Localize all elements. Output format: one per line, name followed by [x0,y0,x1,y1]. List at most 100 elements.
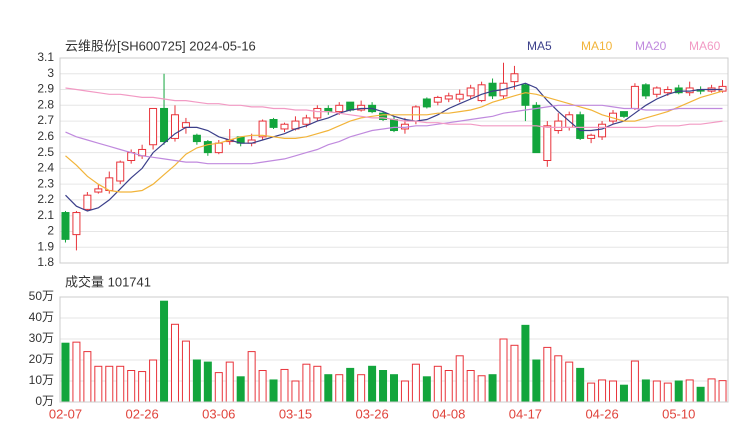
volume-bar [379,370,388,403]
candle-body [652,87,661,95]
y-tick-label: 2.7 [37,113,54,127]
candle-body [149,107,158,146]
candle-body [170,114,179,139]
y-tick-label: 3.1 [37,50,54,64]
candle-body [433,96,442,103]
ma-line [65,104,723,165]
volume-bar [455,355,464,403]
y-tick-label: 2.2 [37,192,54,206]
x-tick-label: 04-26 [585,406,618,421]
y-tick-label: 2.5 [37,145,54,159]
volume-bar [214,372,223,403]
candle-body [203,141,212,154]
candle-body [444,95,453,100]
volume-bar [674,380,683,403]
volume-bar [598,379,607,403]
y-tick-label: 1.8 [37,255,54,269]
x-tick-label: 04-17 [509,406,542,421]
candle-body [72,212,81,236]
volume-bar [554,355,563,403]
candle-body [269,119,278,128]
volume-bar [521,324,530,403]
y-tick-label: 2.4 [37,161,54,175]
volume-bar [192,359,201,403]
volume-bar [324,374,333,403]
volume-bar [641,379,650,403]
volume-bar [127,370,136,403]
candle-body [258,120,267,138]
volume-bar [313,365,322,403]
y-tick-label: 2.9 [37,82,54,96]
y-tick-label: 3 [47,66,54,80]
y-tick-label: 2.6 [37,129,54,143]
legend-label: MA20 [635,39,667,53]
candle-body [466,87,475,97]
y-tick-label: 2.8 [37,97,54,111]
volume-bar [411,363,420,403]
volume-bar [160,300,169,403]
volume-bar [707,378,716,403]
candle-body [477,84,486,102]
candle-body [422,98,431,108]
volume-bar [652,380,661,403]
candle-body [674,87,683,94]
x-tick-label: 02-07 [49,406,82,421]
volume-bar [630,360,639,403]
candle-body [214,142,223,154]
legend-label: MA10 [581,39,613,53]
x-tick-label: 02-26 [126,406,159,421]
volume-bar [400,380,409,403]
y-tick-label: 50万 [29,289,54,303]
volume-bar [477,375,486,403]
x-tick-label: 03-06 [202,406,235,421]
volume-bar [116,365,125,403]
ma-line [65,87,723,128]
volume-bar [696,386,705,403]
volume-bar [170,323,179,403]
volume-bar [466,370,475,403]
candle-body [663,89,672,94]
volume-bar [718,380,727,403]
volume-bar [422,376,431,403]
candle-body [346,101,355,111]
volume-bar [181,340,190,403]
candle-body [587,134,596,139]
volume-bar [510,344,519,403]
candle-body [302,117,311,125]
volume-bar [587,382,596,403]
candle-body [510,73,519,83]
y-tick-label: 2.3 [37,176,54,190]
volume-title: 成交量 101741 [65,274,151,289]
chart-title: 云维股份[SH600725] 2024-05-16 [65,38,256,53]
candle-body [532,104,541,154]
volume-bar [499,338,508,403]
candle-body [379,112,388,120]
plot-frame [59,57,729,264]
volume-bar [269,379,278,403]
legend-label: MA60 [689,39,721,53]
candle-body [61,212,70,240]
candle-body [455,93,464,100]
volume-bar [357,374,366,403]
candle-body [598,123,607,138]
candle-body [630,85,639,109]
x-tick-label: 03-26 [355,406,388,421]
candle-body [641,84,650,97]
candle-body [554,120,563,132]
candle-body [335,104,344,113]
candle-body [280,123,289,130]
volume-bar [532,359,541,403]
volume-bar [291,380,300,403]
volume-bar [302,363,311,403]
volume-bar [236,376,245,403]
candle-body [521,84,530,106]
volume-bar [61,342,70,403]
candle-body [313,107,322,119]
volume-bar [138,371,147,403]
volume-bar [685,379,694,403]
volume-bar [335,374,344,403]
ma-line [65,90,723,193]
volume-bar [105,365,114,403]
x-tick-label: 04-08 [432,406,465,421]
volume-bar [83,351,92,403]
